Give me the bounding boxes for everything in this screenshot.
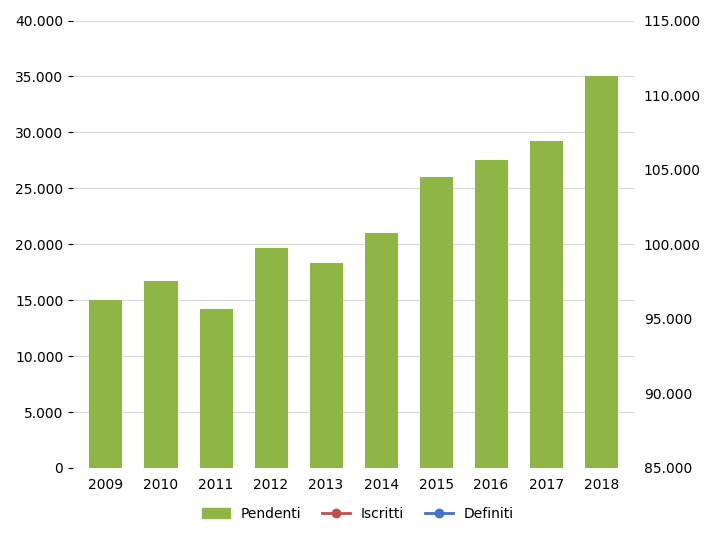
Bar (145, 281, 178, 468)
Bar (254, 247, 288, 468)
Bar (90, 300, 122, 468)
Bar (420, 177, 453, 468)
Bar (530, 141, 563, 468)
Bar (585, 77, 618, 468)
Bar (364, 233, 397, 468)
Bar (309, 263, 342, 468)
Legend: Pendenti, Iscritti, Definiti: Pendenti, Iscritti, Definiti (196, 502, 520, 527)
Bar (200, 309, 233, 468)
Bar (475, 160, 508, 468)
